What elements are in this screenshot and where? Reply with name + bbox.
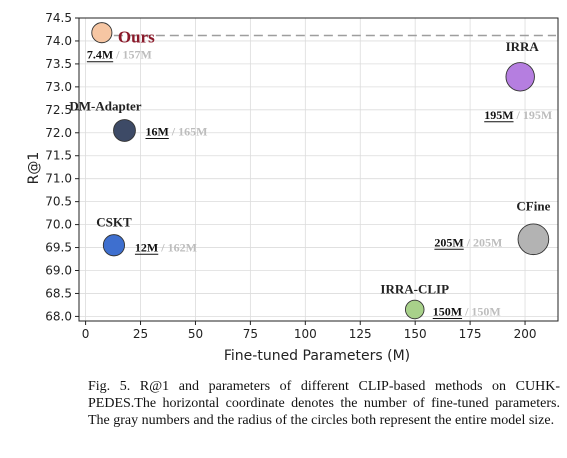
method-label: CFine	[516, 198, 550, 213]
y-tick-label: 74.0	[45, 34, 72, 48]
points-layer	[91, 22, 550, 320]
x-tick-label: 100	[294, 327, 317, 341]
param-label: 7.4M / 157M	[87, 48, 152, 62]
y-tick-label: 71.0	[45, 172, 72, 186]
total-params: / 150M	[462, 305, 501, 319]
tuned-params: 16M	[145, 124, 168, 138]
y-tick-label: 68.0	[45, 309, 72, 323]
total-params: / 195M	[514, 108, 553, 122]
x-tick-label: 50	[188, 327, 203, 341]
tuned-params: 12M	[135, 240, 158, 254]
param-label: 205M / 205M	[434, 235, 502, 249]
method-label: IRRA	[506, 39, 540, 54]
y-tick-label: 72.5	[45, 103, 72, 117]
y-tick-label: 73.0	[45, 80, 72, 94]
y-tick-label: 69.0	[45, 264, 72, 278]
x-tick-label: 75	[243, 327, 258, 341]
tuned-params: 7.4M	[87, 48, 113, 62]
figure-caption: Fig. 5. R@1 and parameters of different …	[88, 379, 560, 428]
x-tick-label: 25	[133, 327, 148, 341]
point-irra-clip	[404, 299, 425, 320]
y-tick-label: 72.0	[45, 126, 72, 140]
point-irra	[505, 62, 535, 92]
x-tick-label: 0	[82, 327, 90, 341]
param-label: 150M / 150M	[433, 305, 501, 319]
y-axis-title: R@1	[26, 152, 42, 185]
x-tick-label: 125	[349, 327, 372, 341]
y-tick-label: 74.5	[45, 11, 72, 25]
method-label: Ours	[118, 28, 155, 47]
param-label: 16M / 165M	[145, 124, 207, 138]
y-tick-label: 71.5	[45, 149, 72, 163]
method-label: DM-Adapter	[69, 98, 141, 113]
method-label: IRRA-CLIP	[380, 282, 449, 297]
tuned-params: 205M	[434, 235, 463, 249]
total-params: / 162M	[158, 240, 197, 254]
plot-frame	[78, 17, 559, 322]
point-cskt	[102, 234, 126, 257]
y-tick-label: 70.0	[45, 218, 72, 232]
x-tick-label: 150	[404, 327, 427, 341]
grid	[79, 17, 558, 321]
param-label: 12M / 162M	[135, 240, 197, 254]
tuned-params: 150M	[433, 305, 462, 319]
y-tick-label: 69.5	[45, 241, 72, 255]
y-tick-label: 73.5	[45, 57, 72, 71]
point-dm-adapter	[113, 119, 136, 142]
y-tick-label: 68.5	[45, 286, 72, 300]
y-tick-label: 70.5	[45, 195, 72, 209]
x-tick-label: 200	[514, 327, 537, 341]
method-label: CSKT	[96, 214, 132, 229]
axes: 0 25 50 75 100 125 150 175 200 68.0 68.5 69.0 69.5 70…	[45, 11, 559, 341]
tuned-params: 195M	[484, 108, 513, 122]
x-axis-title: Fine-tuned Parameters (M)	[224, 348, 410, 364]
x-tick-label: 175	[459, 327, 482, 341]
point-cfine	[517, 223, 550, 256]
param-label: 195M / 195M	[484, 108, 552, 122]
total-params: / 205M	[464, 235, 503, 249]
total-params: / 157M	[113, 48, 152, 62]
total-params: / 165M	[169, 124, 208, 138]
point-ours	[91, 22, 113, 44]
